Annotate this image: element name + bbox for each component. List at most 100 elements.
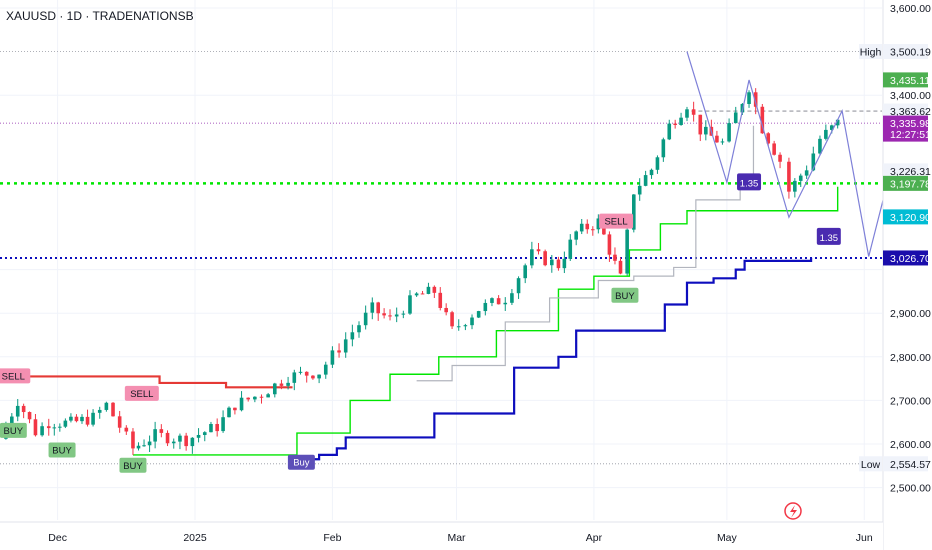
candle-body (202, 432, 207, 435)
candle-body (323, 364, 328, 375)
candle-body (778, 154, 782, 162)
candle-body (63, 420, 68, 427)
price-tag (883, 103, 928, 119)
price-tag-text: 3,500.19 (890, 47, 931, 59)
time-tick-label: Mar (447, 532, 466, 544)
pattern-label: 1.35 (740, 178, 759, 189)
price-tick-label: 3,400.00 (890, 90, 931, 102)
candle-body (311, 375, 315, 379)
candle-body (10, 416, 14, 427)
candle-body (266, 394, 270, 398)
buy-signal-label: BUY (4, 426, 24, 437)
candle-body (536, 249, 541, 252)
candle-body (292, 372, 297, 383)
candle-body (691, 109, 696, 115)
price-tick-label: 2,500.00 (890, 483, 931, 495)
candle-body (357, 325, 361, 333)
buy-signal-box (0, 422, 27, 438)
candle-body (753, 92, 758, 107)
price-tag (883, 163, 928, 179)
indicator-lines (0, 125, 839, 461)
candle-body (727, 123, 731, 142)
price-tag-name: High (860, 47, 882, 59)
candle-body (496, 298, 501, 305)
candle-body (811, 153, 816, 171)
flash-icon[interactable] (784, 502, 802, 520)
candle-body (97, 409, 102, 413)
candle-body (637, 185, 642, 195)
candle-body (835, 119, 840, 126)
price-tag-text: 3,120.90 (890, 212, 931, 224)
candle-body (574, 231, 578, 240)
candle-body (343, 339, 348, 353)
price-tag-name: Low (861, 459, 881, 471)
candle-body (298, 371, 303, 373)
candle-body (543, 251, 547, 266)
candle-body (259, 396, 264, 398)
candle-body (596, 218, 601, 230)
candle-body (720, 141, 725, 143)
candle-body (388, 315, 392, 317)
grey-line (416, 125, 755, 382)
candle-body (824, 129, 828, 139)
buy-signal-label: BUY (123, 461, 143, 472)
candle-body (227, 407, 231, 418)
candle-body (142, 445, 146, 447)
candle-body (104, 402, 109, 410)
price-tag (883, 44, 928, 60)
candle-body (401, 313, 406, 315)
pattern-label: 1.35 (820, 233, 839, 244)
candle-body (165, 432, 170, 444)
candle-body (253, 396, 257, 400)
candle-body (804, 170, 809, 176)
candle-body (426, 286, 431, 294)
candle-body (772, 143, 776, 155)
candle-body (304, 371, 309, 376)
time-tick-label: Jun (856, 532, 873, 544)
price-axis[interactable]: 3,600.00 3,400.00 2,900.00 2,800.00 2,700.00… (859, 0, 932, 550)
candle-body (190, 437, 195, 447)
candle-body (556, 259, 561, 269)
candle-body (649, 169, 654, 176)
candle-body (673, 123, 677, 125)
candle-body (715, 135, 719, 143)
chart-title: XAUUSD · 1D · TRADENATIONSB (6, 9, 194, 23)
candle-body (80, 416, 84, 422)
candle-body (818, 138, 822, 154)
candle-body (655, 157, 660, 170)
candle-body (171, 441, 176, 444)
candle-body (704, 126, 708, 135)
sell-signal-label: SELL (604, 217, 627, 228)
price-tag (883, 209, 928, 225)
candle-body (476, 311, 481, 318)
candle-body (568, 239, 573, 259)
candle-body (510, 293, 514, 303)
time-tick-label: Apr (586, 532, 603, 544)
candle-body (215, 423, 219, 432)
candle-body (209, 423, 213, 433)
candle-body (350, 332, 355, 340)
candle-body (196, 434, 201, 438)
candle-body (370, 302, 375, 313)
candle-body (124, 427, 129, 432)
price-tick-label: 2,800.00 (890, 352, 931, 364)
candle-body (233, 407, 237, 411)
candle-body (733, 112, 738, 124)
candle-body (667, 123, 672, 140)
horizontal-levels (0, 51, 882, 465)
candle-body (58, 426, 62, 428)
candle-body (136, 445, 141, 449)
candle-body (27, 412, 32, 420)
price-tag (883, 175, 928, 191)
candle-body (317, 374, 321, 379)
candle-body (787, 161, 791, 192)
candle-body (184, 435, 188, 447)
candle-body (438, 292, 443, 308)
time-axis[interactable]: Dec 2025 Feb Mar Apr May Jun (0, 521, 883, 550)
candle-body (33, 419, 38, 436)
price-tick-label: 2,700.00 (890, 395, 931, 407)
pattern-label-box (816, 227, 841, 245)
price-tag (883, 72, 928, 88)
price-tag (883, 250, 928, 266)
